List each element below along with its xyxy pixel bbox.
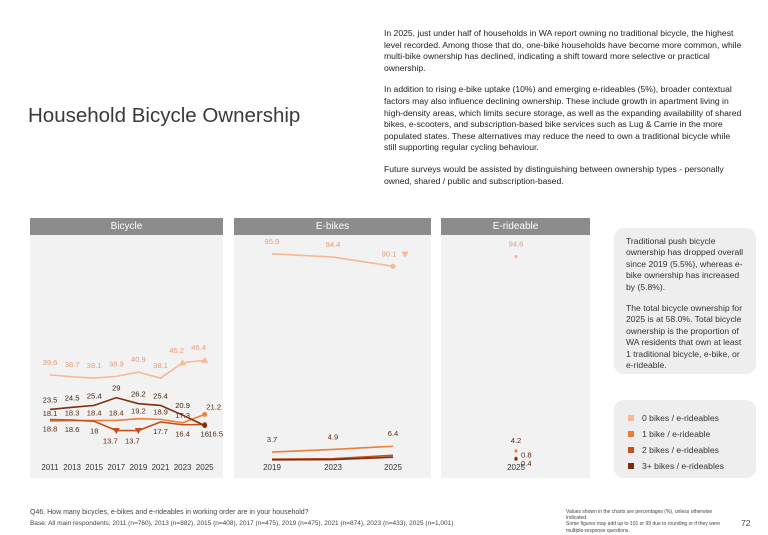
summary-note-paragraph: Traditional push bicycle ownership has d… (626, 236, 744, 292)
legend-label: 2 bikes / e-rideables (642, 445, 719, 455)
intro-paragraph: In 2025, just under half of households i… (384, 28, 742, 73)
ebikes-chart-panel: E-bikes (234, 218, 431, 478)
intro-paragraph: Future surveys would be assisted by dist… (384, 163, 724, 186)
legend-label: 1 bike / e-rideable (642, 429, 711, 439)
summary-note: Traditional push bicycle ownership has d… (614, 228, 756, 374)
bicycle-chart-panel: Bicycle (30, 218, 223, 478)
legend-label: 3+ bikes / e-rideables (642, 461, 724, 471)
legend-swatch (628, 447, 634, 453)
footer-note: Values shown in the charts are percentag… (566, 509, 713, 522)
survey-question: Q46. How many bicycles, e-bikes and e-ri… (30, 509, 309, 516)
erideable-chart-title: E-rideable (441, 218, 590, 235)
page-title: Household Bicycle Ownership (28, 104, 301, 127)
intro-text: In 2025, just under half of households i… (384, 28, 744, 197)
legend-label: 0 bikes / e-rideables (642, 413, 719, 423)
legend-item-3plus-bikes: 3+ bikes / e-rideables (628, 458, 746, 474)
legend-item-0-bikes: 0 bikes / e-rideables (628, 410, 746, 426)
footer-note: Some figures may add up to 101 or 99 due… (566, 521, 720, 534)
summary-note-paragraph: The total bicycle ownership for 2025 is … (626, 303, 743, 371)
ebikes-chart-title: E-bikes (234, 218, 431, 235)
survey-base: Base: All main respondents; 2011 (n=760)… (30, 520, 454, 527)
legend-item-1-bike: 1 bike / e-rideable (628, 426, 746, 442)
legend-swatch (628, 415, 634, 421)
footer-notes: Values shown in the charts are percentag… (566, 509, 726, 534)
legend-swatch (628, 463, 634, 469)
chart-legend: 0 bikes / e-rideables 1 bike / e-rideabl… (614, 400, 756, 478)
intro-paragraph: In addition to rising e-bike uptake (10%… (384, 84, 742, 153)
erideable-chart-panel: E-rideable (441, 218, 590, 478)
bicycle-chart-title: Bicycle (30, 218, 223, 235)
legend-swatch (628, 431, 634, 437)
legend-item-2-bikes: 2 bikes / e-rideables (628, 442, 746, 458)
page-number: 72 (741, 518, 751, 528)
